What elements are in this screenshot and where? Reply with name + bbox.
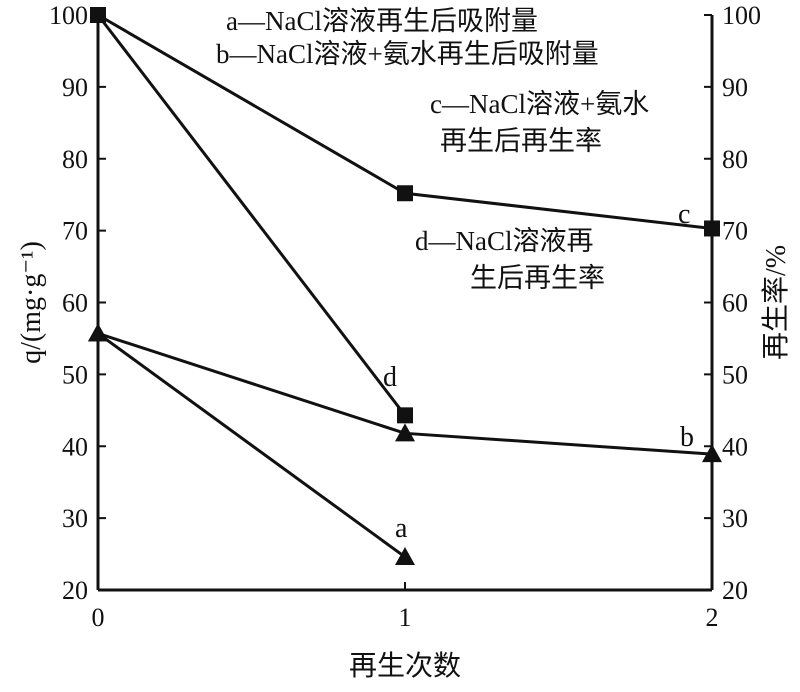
marker-triangle-b xyxy=(702,444,722,463)
x-tick-label: 0 xyxy=(92,603,105,632)
left-axis-label: q/(mg·g⁻¹) xyxy=(16,241,47,364)
left-tick-label: 60 xyxy=(62,289,88,318)
right-axis-label: 再生率/% xyxy=(760,245,792,360)
left-tick-label: 100 xyxy=(49,1,88,30)
marker-square-d xyxy=(397,407,413,424)
marker-triangle-b xyxy=(88,323,108,342)
legend-text: 生后再生率 xyxy=(470,263,605,293)
series-label-a: a xyxy=(395,513,408,544)
legend-text: d—NaCl溶液再 xyxy=(415,226,594,256)
left-tick-label: 80 xyxy=(62,145,88,174)
series-label-c: c xyxy=(678,199,690,230)
legend-text: a—NaCl溶液再生后吸附量 xyxy=(226,6,538,36)
marker-square-c xyxy=(704,220,720,237)
right-tick-label: 30 xyxy=(722,504,748,533)
right-tick-label: 90 xyxy=(722,73,748,102)
right-tick-label: 80 xyxy=(722,145,748,174)
legend-text: c—NaCl溶液+氨水 xyxy=(430,89,649,119)
legend-text: b—NaCl溶液+氨水再生后吸附量 xyxy=(216,39,599,69)
x-axis-label: 再生次数 xyxy=(349,650,461,682)
right-tick-label: 50 xyxy=(722,360,748,389)
right-tick-label: 60 xyxy=(722,289,748,318)
legend-text: 再生后再生率 xyxy=(440,126,602,156)
x-tick-label: 2 xyxy=(706,603,719,632)
left-tick-label: 90 xyxy=(62,73,88,102)
right-tick-label: 100 xyxy=(722,1,761,30)
marker-triangle-a xyxy=(395,546,415,565)
series-line-d xyxy=(96,14,407,417)
series-label-b: b xyxy=(680,422,694,453)
x-tick-label: 1 xyxy=(399,603,412,632)
right-tick-label: 20 xyxy=(722,576,748,605)
marker-triangle-b xyxy=(395,423,415,442)
series-label-d: d xyxy=(383,362,397,393)
marker-square-c xyxy=(397,185,413,202)
right-tick-label: 70 xyxy=(722,217,748,246)
left-tick-label: 50 xyxy=(62,360,88,389)
left-tick-label: 30 xyxy=(62,504,88,533)
series-line-a xyxy=(97,332,406,559)
left-tick-label: 40 xyxy=(62,432,88,461)
marker-square-d xyxy=(90,7,106,23)
right-tick-label: 40 xyxy=(722,432,748,461)
left-tick-label: 70 xyxy=(62,217,88,246)
left-tick-label: 20 xyxy=(62,576,88,605)
